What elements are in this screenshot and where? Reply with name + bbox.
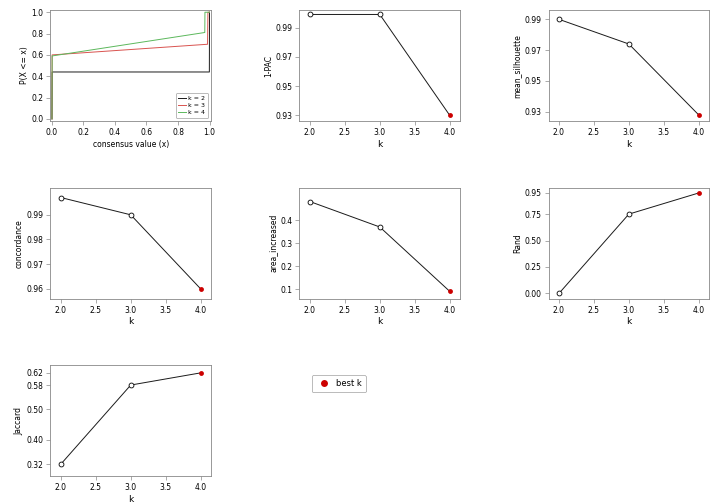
X-axis label: k: k [626, 318, 631, 327]
X-axis label: k: k [626, 140, 631, 149]
X-axis label: k: k [377, 140, 382, 149]
Y-axis label: Rand: Rand [513, 233, 522, 253]
Y-axis label: P(X <= x): P(X <= x) [19, 47, 29, 85]
Y-axis label: concordance: concordance [14, 219, 24, 268]
X-axis label: k: k [377, 318, 382, 327]
Y-axis label: 1-PAC: 1-PAC [264, 54, 273, 77]
Legend: best k: best k [312, 375, 366, 392]
Y-axis label: mean_silhouette: mean_silhouette [513, 34, 522, 97]
X-axis label: consensus value (x): consensus value (x) [93, 140, 169, 149]
X-axis label: k: k [128, 495, 133, 504]
Y-axis label: area_increased: area_increased [269, 214, 278, 272]
Legend: k = 2, k = 3, k = 4: k = 2, k = 3, k = 4 [176, 93, 208, 118]
X-axis label: k: k [128, 318, 133, 327]
Y-axis label: Jaccard: Jaccard [14, 407, 24, 435]
